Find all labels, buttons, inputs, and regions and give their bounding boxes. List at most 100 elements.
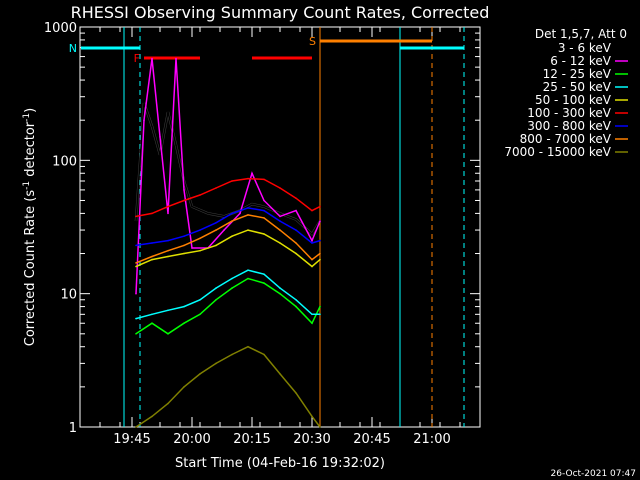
series-point — [295, 218, 297, 221]
series-point — [135, 244, 137, 247]
time-markers — [123, 27, 465, 427]
x-tick-label: 20:45 — [353, 432, 390, 447]
series-point — [295, 209, 297, 212]
series-point — [295, 252, 297, 255]
y-tick-label: 1000 — [44, 21, 77, 36]
y-axis-ticks: 1 10 100 1000 — [44, 21, 480, 436]
footer-timestamp: 26-Oct-2021 07:47 — [551, 469, 636, 479]
series-point — [199, 313, 201, 316]
legend-label: 6 - 12 keV — [550, 54, 612, 68]
series-point — [279, 292, 281, 295]
series-point — [311, 233, 313, 235]
series-point — [263, 209, 265, 212]
x-tick-label: 21:00 — [413, 432, 450, 447]
series-point — [231, 353, 233, 356]
flag-letter-F: F — [134, 52, 140, 65]
series-point — [183, 252, 185, 255]
series-point — [279, 287, 281, 289]
series-point — [135, 426, 137, 428]
series-point — [263, 282, 265, 284]
series-point — [247, 207, 249, 209]
series-point — [311, 239, 313, 242]
series-point — [143, 102, 145, 104]
series-point — [295, 197, 297, 199]
series-point — [295, 305, 297, 308]
flag-letter-S: S — [309, 35, 316, 48]
series-point — [231, 180, 233, 182]
series-point — [167, 212, 169, 215]
series-point — [311, 322, 313, 325]
series-point — [319, 220, 321, 222]
series-point — [319, 258, 321, 261]
series-point — [263, 233, 265, 235]
series-point — [175, 57, 177, 60]
series-point — [215, 222, 217, 224]
legend-label: 3 - 6 keV — [558, 41, 612, 55]
series-point — [231, 287, 233, 289]
series-point — [311, 209, 313, 212]
series-point — [263, 199, 265, 202]
series-point — [151, 57, 153, 60]
series-point — [263, 178, 265, 181]
legend-label: 25 - 50 keV — [543, 80, 612, 94]
series-point — [263, 217, 265, 219]
series-point — [247, 214, 249, 216]
series-point — [167, 333, 169, 335]
series-point — [135, 220, 137, 222]
legend-label: 100 - 300 keV — [527, 106, 611, 120]
series-point — [295, 229, 297, 231]
legend-label: 300 - 800 keV — [527, 119, 611, 133]
series-point — [279, 212, 281, 215]
series-point — [215, 244, 217, 247]
series-point — [319, 313, 321, 316]
series-point — [223, 215, 225, 218]
series-lines — [134, 57, 322, 428]
series-point — [167, 111, 169, 113]
series-point — [183, 235, 185, 237]
series-point — [151, 313, 153, 316]
series-point — [151, 125, 153, 128]
series-point — [319, 239, 321, 242]
series-point — [199, 249, 201, 252]
series-line — [135, 277, 321, 335]
y-tick-label: 1 — [69, 421, 77, 436]
x-axis-ticks: 19:45 20:00 20:15 20:30 20:45 21:00 — [99, 27, 461, 447]
series-point — [151, 212, 153, 215]
series-point — [191, 247, 193, 249]
series-point — [199, 237, 201, 240]
series-point — [143, 119, 145, 121]
series-point — [167, 205, 169, 208]
series-point — [279, 242, 281, 244]
flag-letter-N: N — [69, 42, 77, 55]
series-point — [167, 255, 169, 258]
series-point — [183, 189, 185, 191]
series-point — [135, 215, 137, 218]
series-point — [279, 220, 281, 222]
series-point — [279, 215, 281, 218]
series-point — [263, 205, 265, 208]
series-point — [319, 252, 321, 255]
series-line — [135, 345, 321, 428]
series-line — [135, 269, 320, 320]
series-point — [247, 269, 249, 272]
legend-label: 50 - 100 keV — [535, 93, 612, 107]
series-line — [135, 177, 321, 218]
series-point — [279, 229, 281, 231]
series-point — [151, 415, 153, 418]
series-point — [251, 172, 253, 175]
legend-label: 7000 - 15000 keV — [504, 145, 611, 159]
series-point — [135, 317, 137, 320]
series-line — [135, 58, 321, 294]
series-point — [215, 229, 217, 231]
series-point — [223, 229, 225, 231]
x-tick-label: 19:45 — [113, 432, 150, 447]
series-point — [167, 402, 169, 405]
series-point — [295, 242, 297, 244]
series-point — [319, 205, 321, 208]
series-point — [183, 305, 185, 308]
series-point — [311, 313, 313, 316]
series-point — [215, 287, 217, 289]
series-point — [207, 212, 209, 215]
series-point — [183, 386, 185, 388]
